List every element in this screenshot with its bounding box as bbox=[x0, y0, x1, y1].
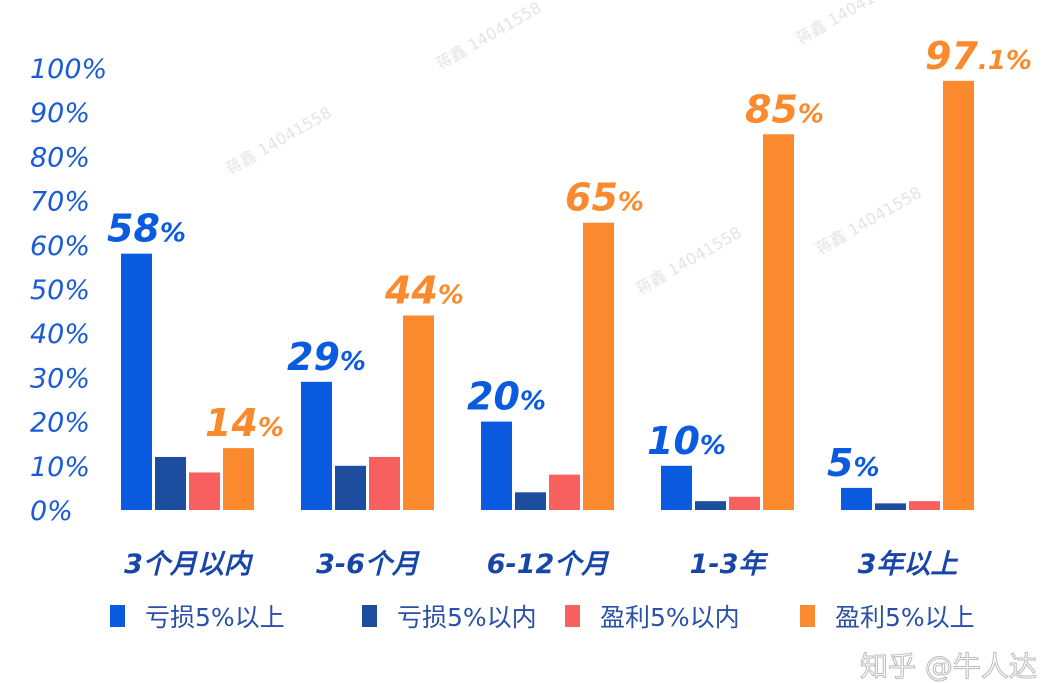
y-tick-label: 70% bbox=[30, 187, 90, 218]
legend-swatch bbox=[110, 605, 125, 627]
x-category-label: 3个月以内 bbox=[124, 549, 254, 580]
bar bbox=[403, 315, 434, 510]
bar bbox=[223, 448, 254, 510]
legend-swatch bbox=[362, 605, 377, 627]
x-axis: 3个月以内 3-6个月 6-12个月 1-3年 3年以上 bbox=[124, 549, 958, 580]
bars bbox=[121, 80, 974, 511]
faint-watermark: 蒋鑫 14041558 bbox=[223, 103, 335, 179]
watermarks: 蒋鑫 14041558 蒋鑫 14041558 蒋鑫 14041558 蒋鑫 1404… bbox=[223, 0, 925, 298]
bar bbox=[841, 487, 872, 510]
legend: 亏损5%以上 亏损5%以内 盈利5%以内 盈利5%以上 bbox=[110, 603, 975, 632]
y-tick-label: 90% bbox=[30, 98, 90, 129]
y-tick-label: 40% bbox=[30, 319, 90, 350]
x-category-label: 6-12个月 bbox=[487, 549, 611, 580]
data-label: 44% bbox=[384, 269, 464, 313]
faint-watermark: 蒋鑫 14041558 bbox=[433, 0, 545, 73]
y-tick-label: 30% bbox=[30, 363, 90, 394]
y-tick-label: 60% bbox=[30, 231, 90, 262]
data-label: 14% bbox=[205, 401, 284, 445]
legend-swatch bbox=[800, 605, 815, 627]
bar bbox=[335, 465, 366, 510]
y-tick-label: 80% bbox=[30, 142, 90, 173]
legend-label: 亏损5%以内 bbox=[397, 603, 537, 632]
y-tick-label: 10% bbox=[30, 452, 90, 483]
y-tick-label: 0% bbox=[30, 496, 73, 527]
data-label: 65% bbox=[565, 176, 644, 220]
bar bbox=[909, 501, 940, 510]
data-label: 58% bbox=[107, 207, 186, 251]
bar bbox=[155, 456, 186, 510]
x-category-label: 3年以上 bbox=[858, 549, 959, 580]
bar bbox=[943, 80, 974, 511]
data-label: 29% bbox=[287, 335, 366, 379]
bar bbox=[481, 421, 512, 510]
bar bbox=[763, 134, 794, 511]
legend-label: 盈利5%以内 bbox=[600, 603, 740, 632]
bar bbox=[549, 474, 580, 510]
faint-watermark: 蒋鑫 14041558 bbox=[813, 183, 925, 259]
legend-label: 盈利5%以上 bbox=[835, 603, 975, 632]
bar bbox=[875, 503, 906, 510]
faint-watermark: 蒋鑫 14041558 bbox=[793, 0, 905, 48]
y-axis: 0% 10% 20% 30% 40% 50% 60% 70% 80% 90% 100% bbox=[30, 54, 107, 527]
y-tick-label: 50% bbox=[30, 275, 90, 306]
bar bbox=[729, 496, 760, 510]
y-tick-label: 100% bbox=[30, 54, 107, 85]
bar bbox=[661, 465, 692, 510]
data-label: 85% bbox=[745, 87, 824, 131]
bar bbox=[369, 456, 400, 510]
bar bbox=[695, 501, 726, 510]
bar bbox=[583, 222, 614, 510]
legend-swatch bbox=[565, 605, 580, 627]
bar bbox=[189, 472, 220, 510]
bar bbox=[121, 253, 152, 510]
x-category-label: 1-3年 bbox=[690, 549, 769, 580]
data-label: 5% bbox=[827, 441, 880, 485]
data-labels: 58% 14%29% 44% 20% 65% 10% 85% 5% 97.1% bbox=[107, 34, 1032, 485]
bar bbox=[515, 492, 546, 510]
data-label: 10% bbox=[647, 419, 726, 463]
brand-watermark: 知乎 @牛人达 bbox=[860, 650, 1037, 683]
data-label: 97.1% bbox=[925, 34, 1032, 78]
faint-watermark: 蒋鑫 14041558 bbox=[633, 223, 745, 299]
bar bbox=[301, 381, 332, 510]
y-tick-label: 20% bbox=[30, 408, 90, 439]
x-category-label: 3-6个月 bbox=[316, 549, 421, 580]
data-label: 20% bbox=[467, 375, 546, 419]
legend-label: 亏损5%以上 bbox=[145, 603, 285, 632]
